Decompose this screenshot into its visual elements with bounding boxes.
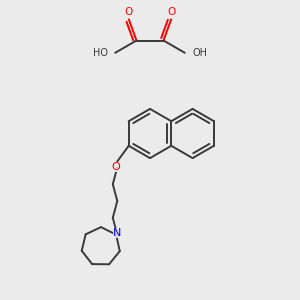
Text: O: O bbox=[111, 162, 120, 172]
Text: N: N bbox=[113, 228, 122, 238]
Text: O: O bbox=[167, 7, 175, 17]
Text: OH: OH bbox=[192, 48, 207, 58]
Text: O: O bbox=[125, 7, 133, 17]
Text: HO: HO bbox=[93, 48, 108, 58]
